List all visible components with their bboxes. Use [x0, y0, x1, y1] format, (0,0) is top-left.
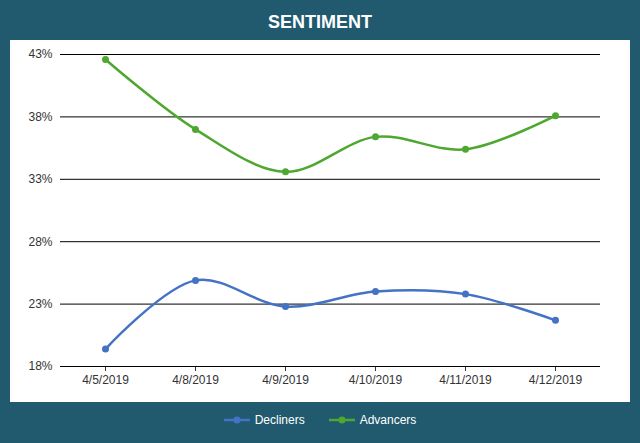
- svg-text:4/12/2019: 4/12/2019: [529, 373, 583, 387]
- svg-text:28%: 28%: [28, 235, 52, 249]
- svg-text:33%: 33%: [28, 172, 52, 186]
- html-text:SENTIMENT: SENTIMENT: [268, 12, 372, 32]
- svg-text:23%: 23%: [28, 297, 52, 311]
- svg-text:4/5/2019: 4/5/2019: [82, 373, 129, 387]
- svg-text:18%: 18%: [28, 359, 52, 373]
- svg-text:43%: 43%: [28, 47, 52, 61]
- svg-text:4/11/2019: 4/11/2019: [439, 373, 492, 387]
- svg-text:4/9/2019: 4/9/2019: [262, 373, 309, 387]
- svg-text:38%: 38%: [28, 110, 52, 124]
- html-text:Decliners: Decliners: [254, 413, 305, 427]
- svg-text:4/10/2019: 4/10/2019: [349, 373, 403, 387]
- svg-text:4/8/2019: 4/8/2019: [172, 373, 219, 387]
- html-text:Advancers: Advancers: [359, 413, 417, 427]
